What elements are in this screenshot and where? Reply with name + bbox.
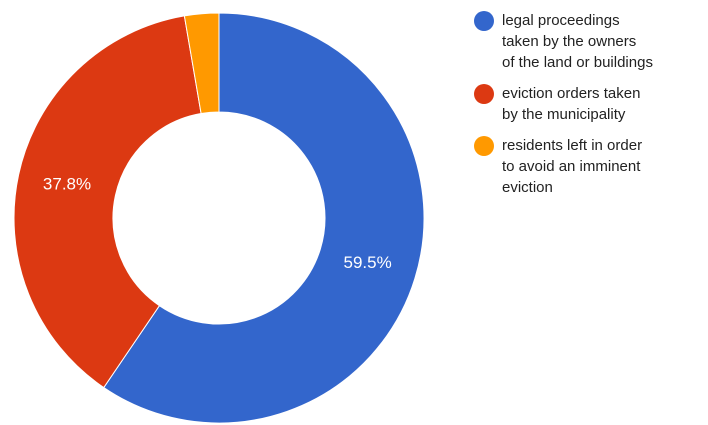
donut-slice-2[interactable] [183, 12, 220, 115]
chart-legend: legal proceedings taken by the owners of… [474, 10, 708, 208]
legend-label-line: residents left in order [502, 137, 643, 154]
legend-item-eviction-orders[interactable]: eviction orders taken by the municipalit… [474, 83, 708, 125]
legend-label-line: to avoid an imminent [502, 158, 641, 175]
slice-value-label: 37.8% [43, 175, 91, 194]
legend-swatch [474, 84, 494, 104]
legend-label-line: eviction orders taken [502, 85, 641, 102]
slice-value-label: 59.5% [344, 253, 392, 272]
legend-label-line: legal proceedings [502, 12, 620, 29]
legend-item-legal-proceedings[interactable]: legal proceedings taken by the owners of… [474, 10, 708, 73]
legend-label-line: of the land or buildings [502, 54, 653, 71]
legend-label-line: taken by the owners [502, 33, 637, 50]
legend-label: residents left in order to avoid an immi… [502, 135, 642, 198]
donut-slice-1[interactable] [13, 15, 202, 389]
legend-swatch [474, 11, 494, 31]
legend-label-line: eviction [502, 179, 553, 196]
legend-swatch [474, 136, 494, 156]
legend-label: eviction orders taken by the municipalit… [502, 83, 640, 125]
chart-slice-labels: 59.5% 37.8% [43, 175, 392, 273]
legend-label-line: by the municipality [502, 106, 626, 123]
legend-item-residents-left[interactable]: residents left in order to avoid an immi… [474, 135, 708, 198]
chart-slices [13, 12, 425, 424]
donut-slice-0[interactable] [103, 12, 425, 424]
legend-label: legal proceedings taken by the owners of… [502, 10, 653, 73]
